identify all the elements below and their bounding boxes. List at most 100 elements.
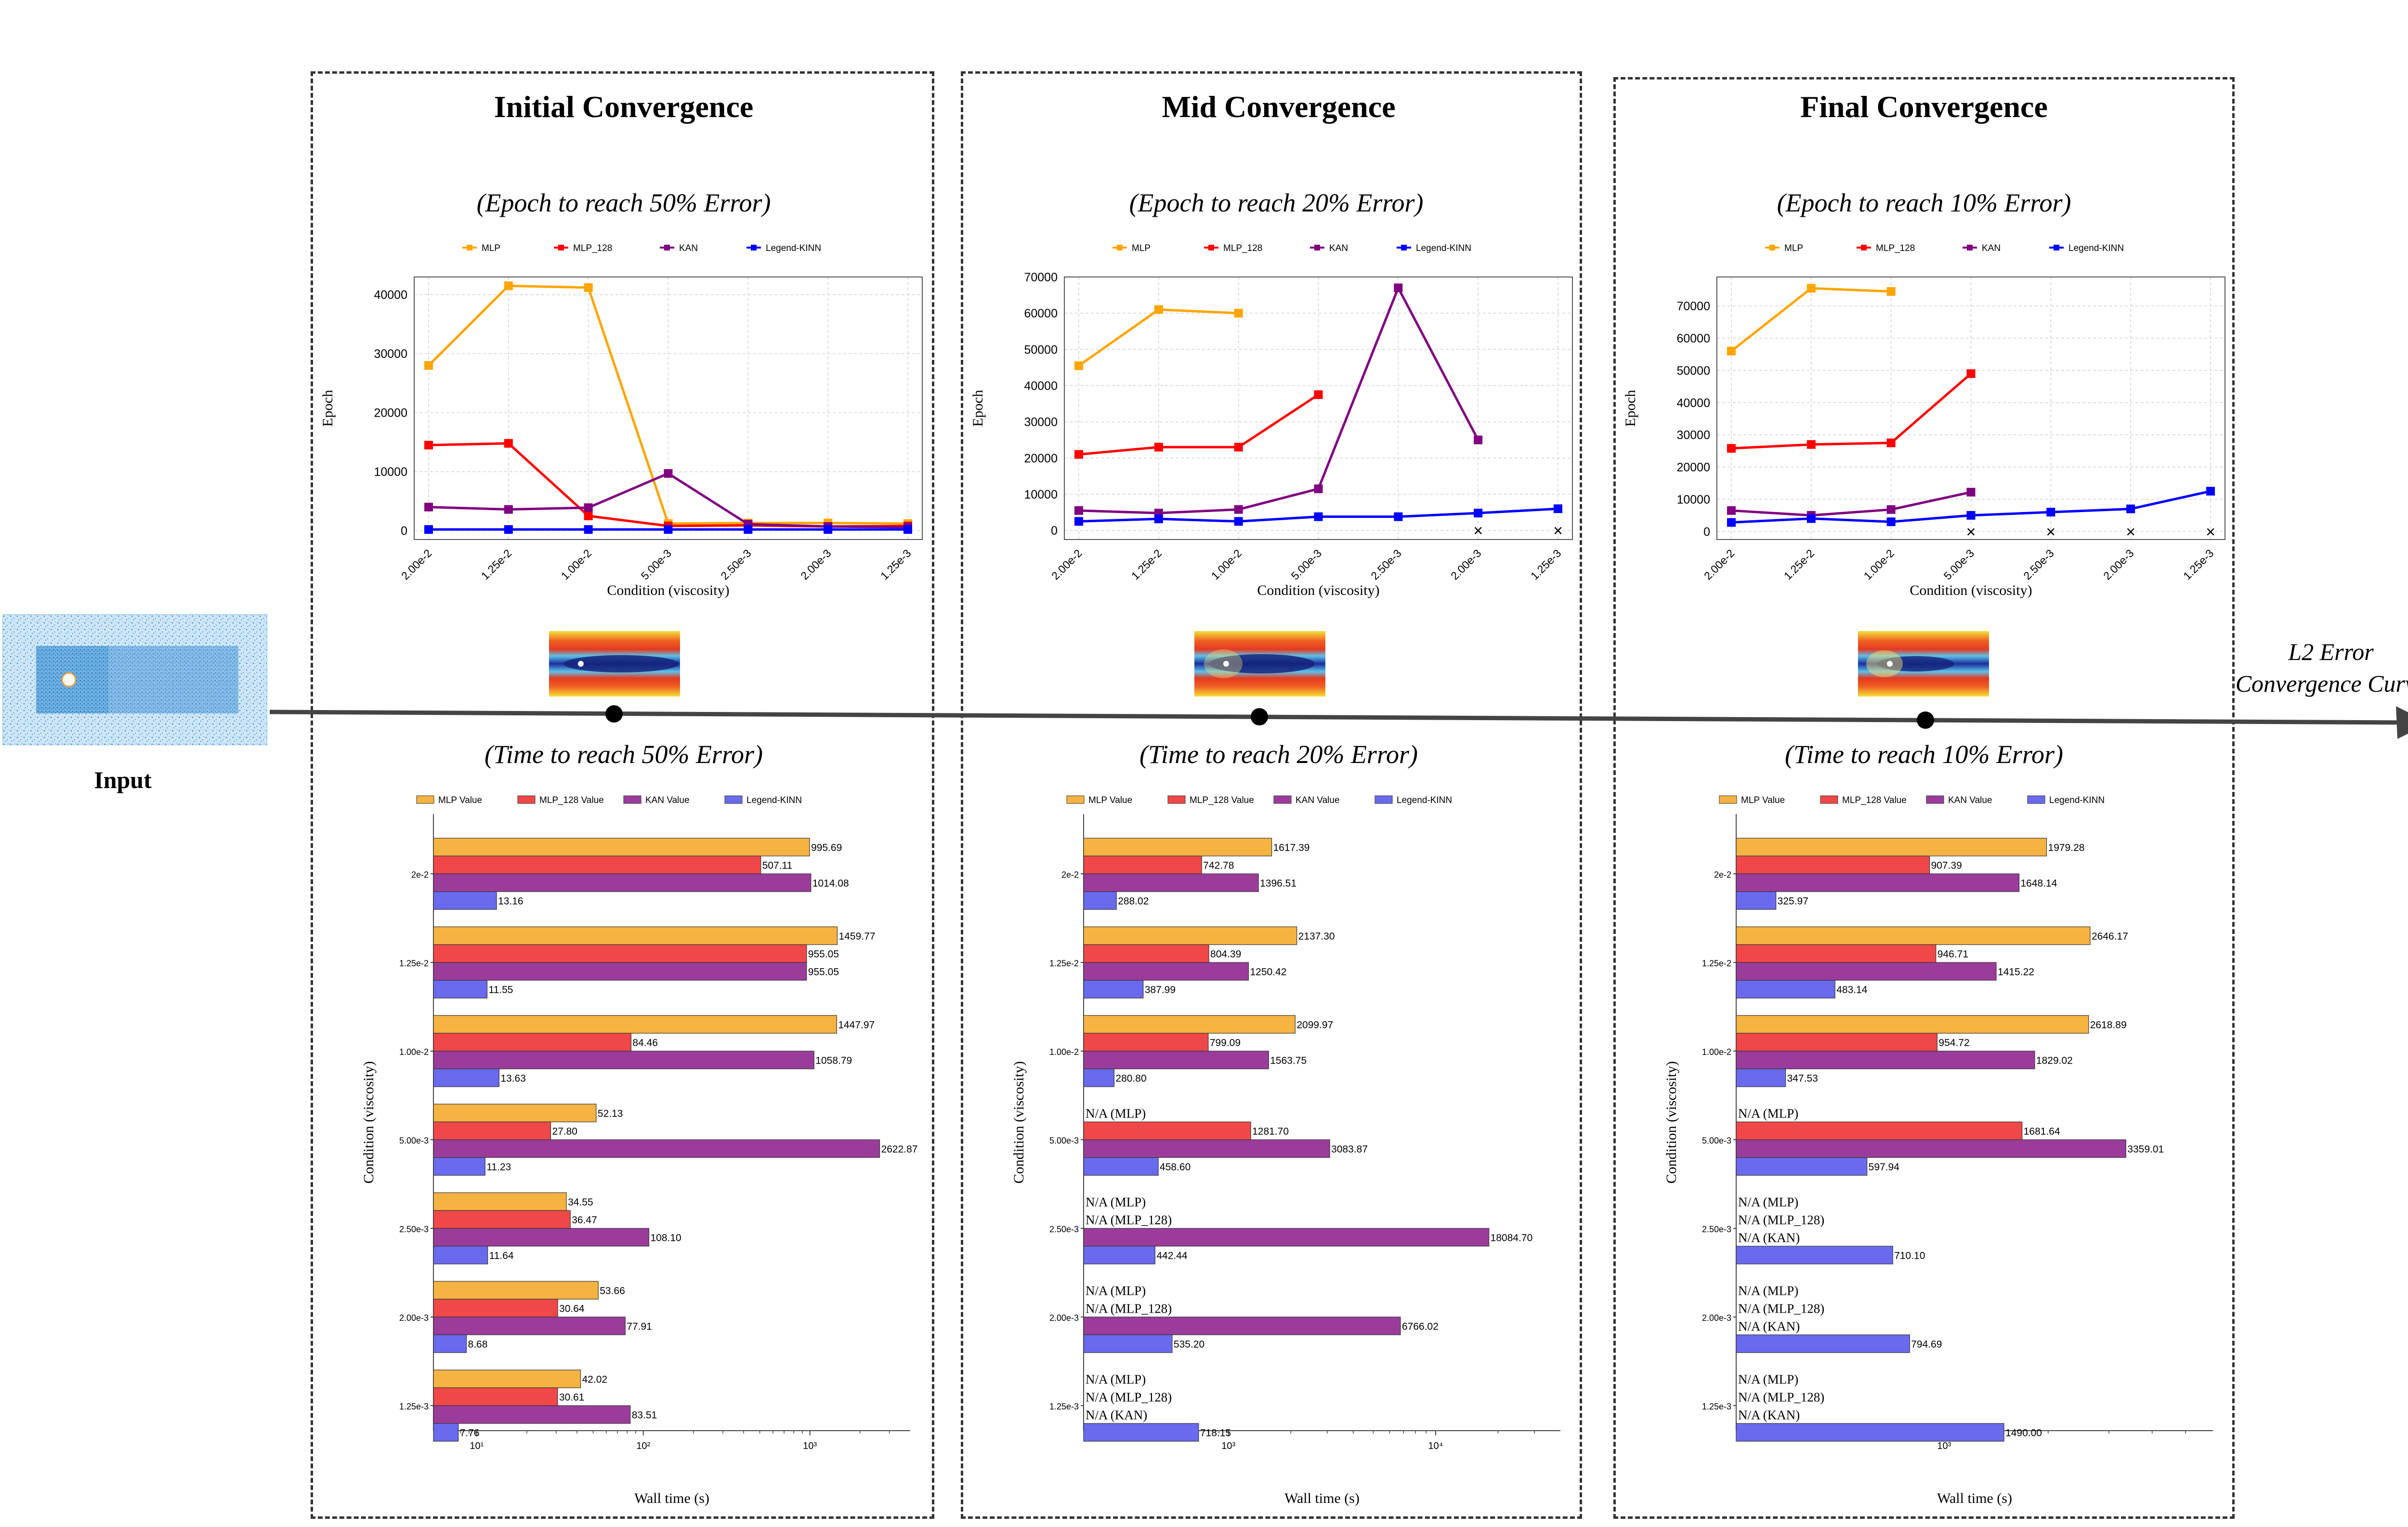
bar-value-label: 2622.87 xyxy=(881,1144,918,1155)
y-axis-label: Epoch xyxy=(970,390,986,427)
bar-value-label: 11.64 xyxy=(489,1251,514,1262)
legend-marker-MLP_128 xyxy=(1208,245,1214,250)
time-chart-final: MLP Value MLP_128 Value KAN Value Legend-KI… xyxy=(1663,795,2213,1506)
bar-KAN Value xyxy=(1083,1228,1490,1247)
bar-MLP Value xyxy=(1083,926,1297,945)
bar-value-label: 6766.02 xyxy=(1402,1321,1439,1332)
bar-value-label: 955.05 xyxy=(808,949,839,960)
x-tick-label: 5.00e-3 xyxy=(1941,547,1976,582)
bar-value-label: 907.39 xyxy=(1931,860,1962,871)
bar-value-label: 108.10 xyxy=(650,1233,681,1244)
data-point-Legend-KINN xyxy=(424,525,433,534)
data-point-MLP xyxy=(504,281,513,290)
panel-initial xyxy=(311,71,934,1519)
data-point-Legend-KINN xyxy=(1074,517,1083,526)
y-tick-label: 60000 xyxy=(1024,307,1058,320)
bar-MLP Value xyxy=(1083,838,1272,856)
data-point-KAN xyxy=(1074,506,1083,515)
bar-Legend-KINN xyxy=(433,1334,467,1353)
data-point-Legend-KINN xyxy=(1966,511,1976,520)
legend-swatch-MLP Value xyxy=(1719,795,1737,804)
curve-label-line2: Convergence Curve xyxy=(2235,670,2408,697)
data-point-Legend-KINN xyxy=(1886,517,1896,527)
bar-value-label: 52.13 xyxy=(598,1108,623,1119)
bar-Legend-KINN xyxy=(1736,1246,1893,1264)
legend-marker-KAN xyxy=(1967,245,1973,250)
bar-Legend-KINN xyxy=(1083,1246,1155,1264)
epoch-subtitle-initial: (Epoch to reach 50% Error) xyxy=(476,188,771,217)
epoch-chart-final: MLP MLP_128 KAN Legend-KINN 0 10000 20000 30000… xyxy=(1623,243,2225,598)
x-tick-label: 1.00e-2 xyxy=(1209,547,1244,582)
bar-MLP Value xyxy=(433,926,838,945)
x-tick-label: 5.00e-3 xyxy=(638,547,674,582)
bar-value-label: 955.05 xyxy=(808,967,839,978)
bar-value-label: 3359.01 xyxy=(2127,1144,2164,1155)
missing-marker: × xyxy=(1553,522,1563,540)
y-tick-label: 2e-2 xyxy=(411,870,429,880)
legend-swatch-Legend-KINN xyxy=(1374,795,1393,804)
data-point-MLP xyxy=(1154,305,1163,314)
bar-Legend-KINN xyxy=(1083,891,1117,910)
legend-marker-Legend-KINN xyxy=(2054,245,2059,250)
y-tick-label: 30000 xyxy=(1024,416,1058,429)
data-point-MLP xyxy=(1806,284,1816,293)
bar-KAN Value xyxy=(433,962,807,981)
data-point-KAN xyxy=(504,505,513,514)
legend-label-KAN Value: KAN Value xyxy=(645,795,690,805)
bar-value-label: 1681.64 xyxy=(2024,1126,2060,1137)
legend-swatch-MLP Value xyxy=(1066,795,1085,804)
legend-label-MLP_128 Value: MLP_128 Value xyxy=(1190,795,1254,805)
na-label: N/A (KAN) xyxy=(1738,1231,1800,1245)
data-point-Legend-KINN xyxy=(1314,512,1323,521)
legend-swatch-MLP_128 Value xyxy=(1820,795,1838,804)
bar-Legend-KINN xyxy=(1083,1157,1159,1176)
x-axis-label: Condition (viscosity) xyxy=(1910,582,2032,598)
y-tick-label: 50000 xyxy=(1024,343,1058,356)
legend-swatch-KAN Value xyxy=(1926,795,1944,804)
timeline-dot-mid xyxy=(1251,708,1268,725)
na-label: N/A (KAN) xyxy=(1738,1319,1800,1334)
bar-value-label: 483.14 xyxy=(1836,985,1868,996)
data-point-KAN xyxy=(1394,283,1403,292)
bar-value-label: 442.44 xyxy=(1156,1251,1188,1262)
y-tick-label: 20000 xyxy=(374,407,407,420)
legend-label-KAN Value: KAN Value xyxy=(1948,795,1992,805)
flow-field-initial xyxy=(549,631,680,697)
bar-value-label: 280.80 xyxy=(1115,1073,1146,1084)
y-tick-label: 70000 xyxy=(1024,271,1058,284)
bar-MLP Value xyxy=(433,838,810,856)
time-chart-mid: MLP Value MLP_128 Value KAN Value Legend-KI… xyxy=(1011,795,1560,1506)
bar-value-label: 1617.39 xyxy=(1273,842,1310,854)
x-tick-label: 10⁴ xyxy=(1428,1441,1443,1451)
legend-label-Legend-KINN: Legend-KINN xyxy=(746,795,802,805)
bar-Legend-KINN xyxy=(433,891,497,910)
bar-KAN Value xyxy=(433,1316,626,1335)
bar-KAN Value xyxy=(1736,873,2020,892)
curve-label: L2 Error Convergence Curve xyxy=(2206,636,2408,699)
data-point-MLP_128 xyxy=(1234,443,1243,452)
bar-Legend-KINN xyxy=(433,1068,499,1087)
bar-value-label: 7.76 xyxy=(460,1428,480,1439)
bar-Legend-KINN xyxy=(433,1423,459,1442)
bar-Legend-KINN xyxy=(1736,1423,2004,1442)
data-point-Legend-KINN xyxy=(584,525,593,534)
bar-value-label: 325.97 xyxy=(1778,896,1808,907)
bar-MLP_128 Value xyxy=(1736,1121,2023,1140)
bar-value-label: 13.63 xyxy=(500,1073,526,1084)
data-point-MLP_128 xyxy=(1886,438,1896,448)
x-tick-label: 2.00e-3 xyxy=(2101,547,2136,582)
bar-MLP_128 Value xyxy=(1083,1121,1251,1140)
legend-label-MLP_128 Value: MLP_128 Value xyxy=(539,795,604,805)
legend-label-Legend-KINN: Legend-KINN xyxy=(766,243,821,253)
x-tick-label: 1.25e-2 xyxy=(479,547,514,582)
bar-KAN Value xyxy=(1083,962,1249,981)
legend-label-MLP: MLP xyxy=(1132,243,1151,253)
y-tick-label: 1.25e-3 xyxy=(1702,1402,1731,1411)
timeline-arrow xyxy=(269,705,2408,739)
x-tick-label: 5.00e-3 xyxy=(1288,547,1324,582)
bar-MLP Value xyxy=(433,1281,599,1300)
panel-title-initial: Initial Convergence xyxy=(494,90,754,124)
bar-value-label: 1979.28 xyxy=(2048,842,2085,854)
bar-MLP Value xyxy=(433,1192,567,1211)
bar-value-label: 11.23 xyxy=(486,1162,511,1173)
